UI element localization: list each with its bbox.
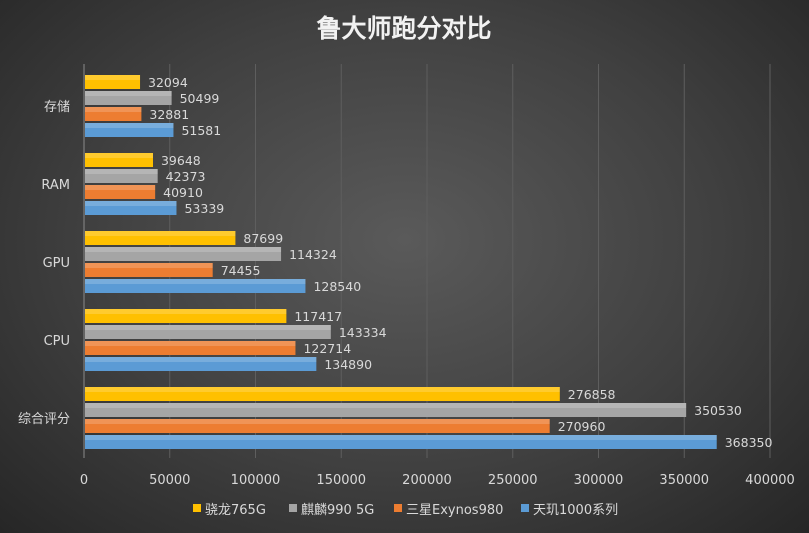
bar-highlight <box>85 263 213 268</box>
bar-highlight <box>85 309 287 314</box>
bar-highlight <box>85 341 296 346</box>
data-label: 50499 <box>180 91 220 106</box>
bar <box>85 387 560 401</box>
legend-label: 麒麟990 5G <box>301 502 374 518</box>
bar-highlight <box>85 153 153 158</box>
bar <box>85 419 550 433</box>
bar <box>85 169 158 183</box>
bar-highlight <box>85 169 158 174</box>
bar <box>85 403 687 417</box>
bar <box>85 247 282 261</box>
bar <box>85 201 177 215</box>
data-label: 42373 <box>166 169 206 184</box>
data-label: 53339 <box>184 201 224 216</box>
category-label: RAM <box>41 178 70 193</box>
legend-label: 骁龙765G <box>205 503 266 518</box>
category-label: 存储 <box>44 100 70 115</box>
bar <box>85 231 236 245</box>
bar-highlight <box>85 91 172 96</box>
bar-highlight <box>85 123 174 128</box>
legend-swatch <box>521 504 529 512</box>
data-label: 368350 <box>725 435 773 450</box>
x-tick-label: 100000 <box>231 473 281 488</box>
legend-label: 天玑1000系列 <box>533 503 618 518</box>
x-tick-label: 50000 <box>149 473 190 488</box>
bar-highlight <box>85 435 717 440</box>
bar <box>85 75 141 89</box>
bar <box>85 263 213 277</box>
x-tick-label: 350000 <box>659 473 709 488</box>
bar <box>85 153 153 167</box>
bar-highlight <box>85 387 560 392</box>
x-tick-label: 0 <box>80 473 88 488</box>
category-label: 综合评分 <box>18 412 70 427</box>
bar <box>85 309 287 323</box>
bar <box>85 123 174 137</box>
data-label: 143334 <box>339 325 387 340</box>
bar-highlight <box>85 403 687 408</box>
data-label: 134890 <box>324 357 372 372</box>
bar-highlight <box>85 231 236 236</box>
category-label: GPU <box>43 256 70 271</box>
x-tick-label: 150000 <box>316 473 366 488</box>
x-tick-label: 250000 <box>488 473 538 488</box>
data-label: 51581 <box>181 123 221 138</box>
legend-swatch <box>193 504 201 512</box>
bar-highlight <box>85 201 177 206</box>
data-label: 117417 <box>294 309 342 324</box>
bar-highlight <box>85 185 156 190</box>
bar <box>85 341 296 355</box>
x-tick-label: 300000 <box>574 473 624 488</box>
data-label: 40910 <box>163 185 203 200</box>
legend-swatch <box>394 504 402 512</box>
bar-highlight <box>85 75 141 80</box>
chart-title: 鲁大师跑分对比 <box>316 14 491 43</box>
bar <box>85 325 331 339</box>
legend-swatch <box>289 504 297 512</box>
data-label: 32881 <box>149 107 189 122</box>
data-label: 128540 <box>313 279 361 294</box>
bar-highlight <box>85 279 306 284</box>
bar-highlight <box>85 325 331 330</box>
bar <box>85 107 142 121</box>
data-label: 114324 <box>289 247 337 262</box>
bar-highlight <box>85 419 550 424</box>
bar-highlight <box>85 357 317 362</box>
bar <box>85 435 717 449</box>
data-label: 122714 <box>303 341 351 356</box>
category-label: CPU <box>44 334 70 349</box>
data-label: 350530 <box>694 403 742 418</box>
x-tick-label: 400000 <box>745 473 795 488</box>
data-label: 39648 <box>161 153 201 168</box>
bar-highlight <box>85 247 282 252</box>
bar-highlight <box>85 107 142 112</box>
data-label: 87699 <box>243 231 283 246</box>
data-label: 270960 <box>558 419 606 434</box>
legend-label: 三星Exynos980 <box>406 503 503 518</box>
bar <box>85 91 172 105</box>
bar <box>85 279 306 293</box>
data-label: 32094 <box>148 75 188 90</box>
data-label: 74455 <box>221 263 261 278</box>
x-tick-label: 200000 <box>402 473 452 488</box>
bar <box>85 357 317 371</box>
bar <box>85 185 156 199</box>
data-label: 276858 <box>568 387 616 402</box>
